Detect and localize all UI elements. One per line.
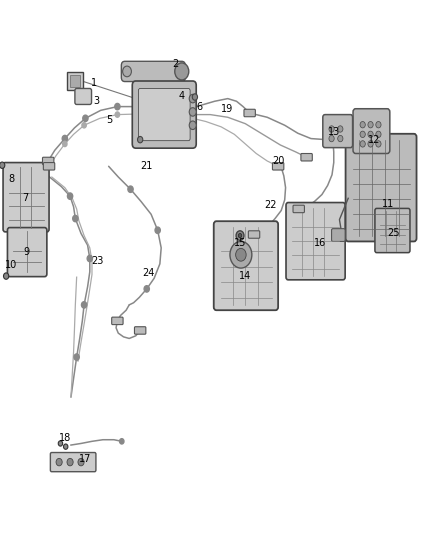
FancyBboxPatch shape	[353, 109, 390, 154]
FancyBboxPatch shape	[214, 221, 278, 310]
Circle shape	[87, 255, 92, 262]
FancyBboxPatch shape	[7, 228, 47, 277]
FancyBboxPatch shape	[244, 109, 255, 117]
Circle shape	[0, 162, 5, 168]
Circle shape	[138, 136, 143, 143]
Circle shape	[63, 141, 67, 147]
Circle shape	[56, 458, 62, 466]
Circle shape	[64, 444, 68, 449]
Circle shape	[67, 193, 73, 199]
Text: 20: 20	[272, 156, 284, 166]
Circle shape	[189, 121, 196, 130]
FancyBboxPatch shape	[75, 88, 92, 104]
Text: 24: 24	[142, 268, 154, 278]
FancyBboxPatch shape	[323, 115, 353, 148]
Text: 13: 13	[328, 127, 340, 137]
Circle shape	[230, 241, 252, 268]
Circle shape	[175, 63, 189, 80]
FancyBboxPatch shape	[272, 163, 284, 170]
Circle shape	[360, 131, 365, 138]
FancyBboxPatch shape	[42, 157, 54, 165]
Circle shape	[81, 302, 87, 308]
Text: 15: 15	[234, 238, 246, 247]
Circle shape	[67, 458, 73, 466]
FancyBboxPatch shape	[121, 61, 185, 82]
Text: 23: 23	[91, 256, 103, 266]
FancyBboxPatch shape	[112, 317, 123, 325]
FancyBboxPatch shape	[248, 231, 260, 238]
FancyBboxPatch shape	[134, 327, 146, 334]
FancyBboxPatch shape	[138, 88, 190, 141]
Circle shape	[82, 123, 86, 128]
Text: 7: 7	[22, 193, 28, 203]
Text: 17: 17	[79, 455, 92, 464]
Text: 25: 25	[387, 228, 399, 238]
FancyBboxPatch shape	[50, 453, 96, 472]
Circle shape	[376, 122, 381, 128]
Text: 9: 9	[23, 247, 29, 256]
Text: 21: 21	[141, 161, 153, 171]
Circle shape	[74, 354, 79, 360]
Circle shape	[376, 141, 381, 147]
Circle shape	[238, 233, 242, 238]
FancyBboxPatch shape	[132, 81, 196, 148]
Circle shape	[236, 248, 246, 261]
FancyBboxPatch shape	[43, 163, 55, 170]
Text: 22: 22	[265, 200, 277, 210]
Text: 6: 6	[196, 102, 202, 111]
Circle shape	[189, 94, 196, 103]
Circle shape	[128, 186, 133, 192]
Text: 16: 16	[314, 238, 326, 247]
Circle shape	[123, 66, 131, 77]
Text: 11: 11	[381, 199, 394, 208]
Circle shape	[78, 458, 84, 466]
Circle shape	[338, 135, 343, 142]
FancyBboxPatch shape	[70, 75, 80, 87]
Circle shape	[329, 135, 334, 142]
Circle shape	[368, 141, 373, 147]
FancyBboxPatch shape	[67, 72, 83, 90]
Circle shape	[58, 441, 63, 446]
FancyBboxPatch shape	[293, 205, 304, 213]
Circle shape	[376, 131, 381, 138]
FancyBboxPatch shape	[301, 154, 312, 161]
Circle shape	[236, 231, 244, 240]
Text: 10: 10	[5, 260, 17, 270]
Text: 1: 1	[91, 78, 97, 87]
FancyBboxPatch shape	[286, 203, 345, 280]
FancyBboxPatch shape	[346, 134, 417, 241]
Circle shape	[73, 215, 78, 222]
Text: 14: 14	[239, 271, 251, 280]
Circle shape	[192, 94, 198, 100]
Circle shape	[62, 135, 67, 142]
Circle shape	[4, 273, 9, 279]
Circle shape	[83, 115, 88, 122]
Circle shape	[368, 131, 373, 138]
FancyBboxPatch shape	[3, 163, 49, 232]
Circle shape	[360, 141, 365, 147]
Text: 12: 12	[368, 135, 381, 144]
Circle shape	[368, 122, 373, 128]
Circle shape	[115, 112, 120, 117]
Text: 8: 8	[8, 174, 14, 183]
Text: 2: 2	[172, 59, 178, 69]
Circle shape	[115, 103, 120, 110]
Circle shape	[329, 126, 334, 132]
Circle shape	[189, 108, 196, 116]
Text: 5: 5	[106, 115, 113, 125]
FancyBboxPatch shape	[332, 229, 345, 241]
Text: 19: 19	[221, 104, 233, 114]
Circle shape	[155, 227, 160, 233]
Text: 3: 3	[93, 96, 99, 106]
FancyBboxPatch shape	[375, 208, 410, 253]
Circle shape	[338, 126, 343, 132]
Circle shape	[144, 286, 149, 292]
Text: 4: 4	[179, 91, 185, 101]
Text: 18: 18	[59, 433, 71, 443]
Circle shape	[360, 122, 365, 128]
Circle shape	[120, 439, 124, 444]
